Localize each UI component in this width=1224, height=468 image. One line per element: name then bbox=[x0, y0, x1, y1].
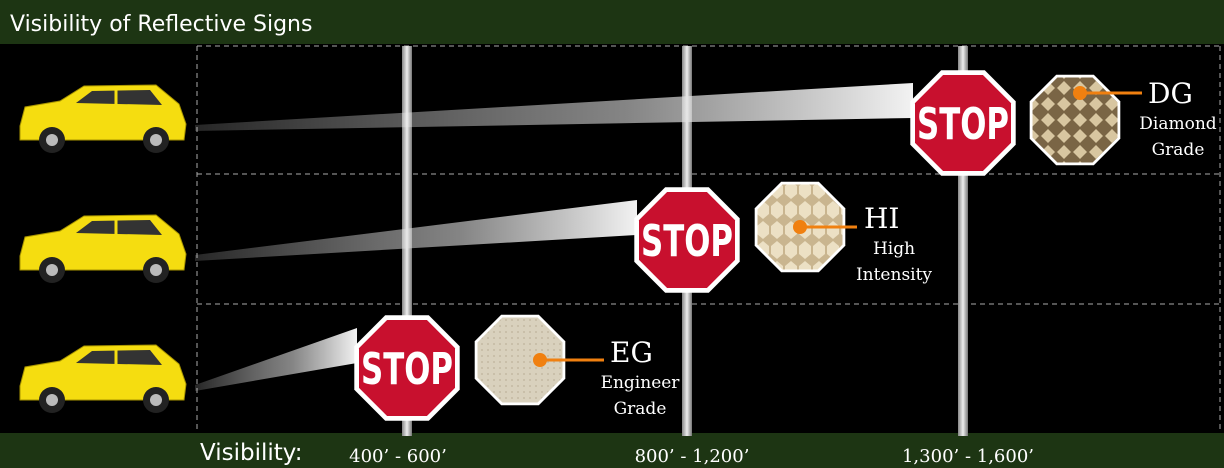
grade-name: Grade bbox=[614, 399, 667, 419]
visibility-range: 400’ - 600’ bbox=[349, 446, 447, 467]
grade-code: HI bbox=[864, 202, 899, 235]
callout-dot bbox=[1073, 86, 1087, 100]
stop-sign-face bbox=[639, 192, 735, 288]
grade-name: Grade bbox=[1152, 140, 1205, 160]
stop-text: STOP bbox=[917, 99, 1009, 150]
pole bbox=[958, 46, 968, 436]
stop-sign-face bbox=[915, 75, 1011, 171]
callout-dot bbox=[793, 220, 807, 234]
stop-sign-face bbox=[359, 320, 455, 416]
grade-name: Diamond bbox=[1139, 114, 1217, 134]
stop-text: STOP bbox=[361, 344, 453, 395]
sheeting-sample-face bbox=[1032, 77, 1118, 163]
light-beam bbox=[195, 200, 637, 261]
car bbox=[18, 83, 188, 155]
grade-name: High bbox=[873, 239, 915, 259]
light-beam bbox=[195, 328, 357, 391]
visibility-range: 800’ - 1,200’ bbox=[635, 446, 750, 467]
stop-text: STOP bbox=[641, 216, 733, 267]
grade-name: Engineer bbox=[601, 373, 681, 393]
title: Visibility of Reflective Signs bbox=[10, 12, 312, 37]
visibility-label: Visibility: bbox=[200, 440, 302, 466]
footer-bar bbox=[0, 433, 1224, 468]
title-bar bbox=[0, 0, 1224, 44]
light-beam bbox=[195, 83, 913, 131]
sheeting-sample-face bbox=[477, 317, 563, 403]
car bbox=[18, 343, 188, 415]
car bbox=[18, 213, 188, 285]
visibility-range: 1,300’ - 1,600’ bbox=[902, 446, 1034, 467]
grade-name: Intensity bbox=[856, 265, 932, 285]
callout-dot bbox=[533, 353, 547, 367]
grid bbox=[196, 45, 1221, 433]
grade-code: EG bbox=[610, 336, 653, 369]
grade-code: DG bbox=[1148, 77, 1193, 110]
